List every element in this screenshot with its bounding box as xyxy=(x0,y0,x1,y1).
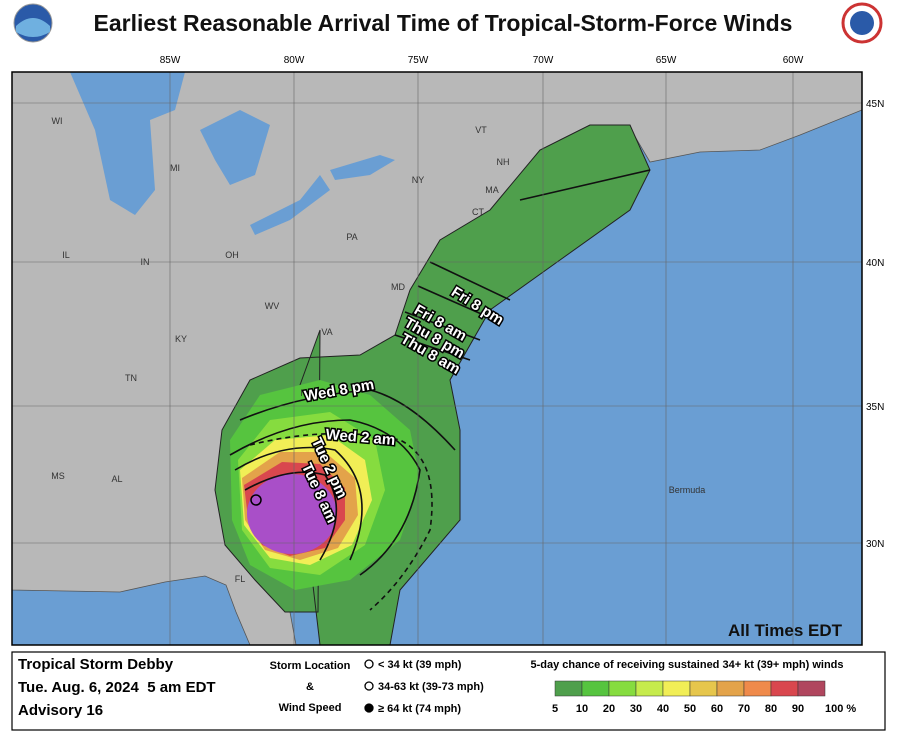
place-label: PA xyxy=(346,232,357,242)
longitude-label: 60W xyxy=(783,55,804,66)
storm-legend-item: < 34 kt (39 mph) xyxy=(378,659,462,671)
place-label: NY xyxy=(412,175,425,185)
place-label: MI xyxy=(170,163,180,173)
storm-symbol xyxy=(364,659,374,669)
place-label: VT xyxy=(475,125,487,135)
map-frame xyxy=(11,71,863,646)
probability-legend-label: 40 xyxy=(657,703,669,715)
probability-swatch xyxy=(743,680,772,697)
place-label: WI xyxy=(52,116,63,126)
place-label: MS xyxy=(51,471,65,481)
place-label: IN xyxy=(141,257,150,267)
place-label: IL xyxy=(62,250,70,260)
probability-swatch xyxy=(662,680,691,697)
probability-legend-label: 60 xyxy=(711,703,723,715)
lake-erie xyxy=(250,175,330,235)
place-label: KY xyxy=(175,334,187,344)
probability-legend-label: 20 xyxy=(603,703,615,715)
lake-ontario xyxy=(330,155,395,180)
place-label: AL xyxy=(111,474,122,484)
place-label: NC xyxy=(301,388,314,398)
probability-swatch xyxy=(797,680,826,697)
place-label: NH xyxy=(497,157,510,167)
probability-legend-label: 10 xyxy=(576,703,588,715)
noaa-logo-wave xyxy=(16,18,50,37)
graticule xyxy=(12,72,862,645)
longitude-label: 85W xyxy=(160,55,181,66)
probability-swatch xyxy=(608,680,637,697)
probability-swatch xyxy=(635,680,664,697)
storm-legend-item: 34-63 kt (39-73 mph) xyxy=(378,681,484,693)
place-label: WV xyxy=(265,301,280,311)
latitude-label: 45N xyxy=(866,99,884,110)
lake-huron xyxy=(200,110,270,185)
storm-legend-title: & xyxy=(306,681,314,693)
storm-legend-title: Wind Speed xyxy=(279,702,342,714)
storm-symbol xyxy=(364,681,374,691)
longitude-label: 65W xyxy=(656,55,677,66)
probability-swatch xyxy=(716,680,745,697)
probability-legend-label: 70 xyxy=(738,703,750,715)
place-label: CT xyxy=(472,207,484,217)
lake-michigan xyxy=(70,72,185,215)
probability-swatch xyxy=(770,680,799,697)
probability-swatch xyxy=(689,680,718,697)
title: Earliest Reasonable Arrival Time of Trop… xyxy=(94,10,793,36)
advisory-number: Advisory 16 xyxy=(18,702,103,719)
probability-legend-label: 50 xyxy=(684,703,696,715)
latitude-label: 30N xyxy=(866,539,884,550)
storm-name: Tropical Storm Debby xyxy=(18,656,174,673)
place-label: TN xyxy=(125,373,137,383)
nws-logo-inner xyxy=(850,11,874,35)
probability-legend-label: 80 xyxy=(765,703,777,715)
contours xyxy=(229,169,651,611)
times-note: All Times EDT xyxy=(728,621,843,640)
place-label: Bermuda xyxy=(669,485,706,495)
storm-legend-item: ≥ 64 kt (74 mph) xyxy=(378,703,461,715)
probability-100 xyxy=(247,474,337,554)
latitude-label: 35N xyxy=(866,402,884,413)
place-label: VA xyxy=(321,327,332,337)
place-label: MD xyxy=(391,282,405,292)
longitude-label: 80W xyxy=(284,55,305,66)
probability-legend-label: 90 xyxy=(792,703,804,715)
probability-legend-label: 5 xyxy=(552,703,558,715)
storm-legend-title: Storm Location xyxy=(270,660,351,672)
storm-location xyxy=(250,494,262,506)
latitude-label: 40N xyxy=(866,258,884,269)
probability-swatch xyxy=(554,680,583,697)
advisory-date: Tue. Aug. 6, 2024 5 am EDT xyxy=(18,679,216,696)
longitude-label: 70W xyxy=(533,55,554,66)
place-label: MA xyxy=(485,185,499,195)
probability-legend-label: 30 xyxy=(630,703,642,715)
longitude-label: 75W xyxy=(408,55,429,66)
probability-legend-title: 5-day chance of receiving sustained 34+ … xyxy=(531,659,844,671)
map: WI MI IL IN OH PA NY VT NH MA CT MD WV VA KY TN NC AL MS FL… xyxy=(12,72,862,645)
probability-swatch xyxy=(581,680,610,697)
storm-symbol xyxy=(364,703,374,713)
probability-legend-label: 100 % xyxy=(825,703,856,715)
place-label: FL xyxy=(235,574,246,584)
place-label: OH xyxy=(225,250,239,260)
